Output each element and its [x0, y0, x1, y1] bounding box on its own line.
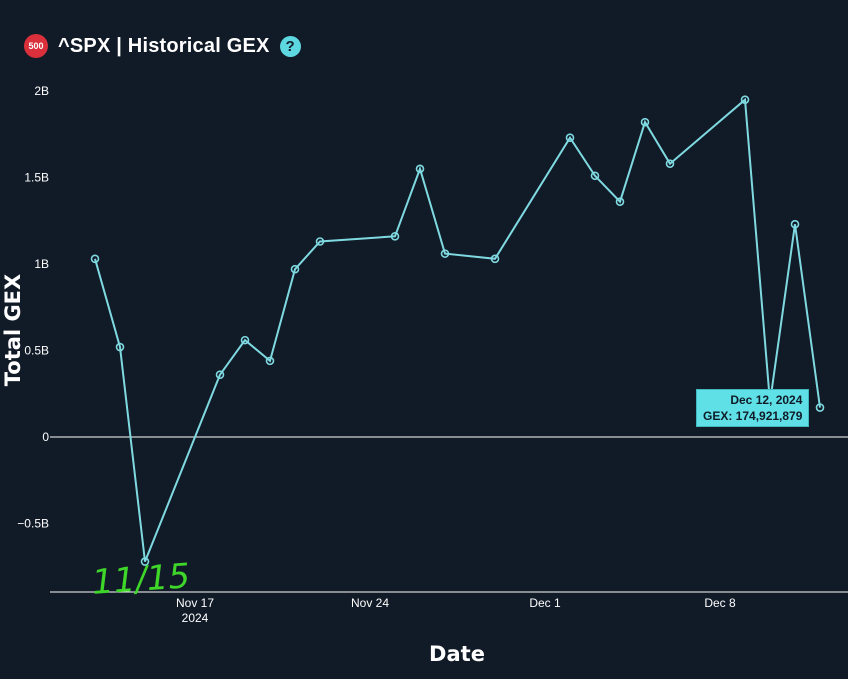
data-point[interactable] [265, 356, 275, 366]
grid-layer [50, 436, 848, 593]
sp500-badge-icon: 500 [24, 34, 48, 58]
data-point[interactable] [390, 232, 400, 241]
data-point[interactable] [90, 254, 100, 264]
y-tick-label: 0 [42, 430, 49, 444]
x-tick-label: Nov 17 [176, 596, 214, 610]
data-point[interactable] [440, 249, 450, 258]
x-tick-year-label: 2024 [182, 611, 209, 625]
x-axis-title: Date [429, 642, 485, 666]
x-tick-label: Dec 8 [704, 596, 736, 610]
chart-header: 500 ^SPX | Historical GEX ? [24, 32, 301, 60]
data-point[interactable] [815, 403, 825, 412]
data-point[interactable] [590, 171, 600, 181]
tooltip-value: GEX: 174,921,879 [703, 409, 803, 423]
help-icon[interactable]: ? [279, 35, 301, 57]
gex-points [90, 95, 825, 566]
y-tick-label: 2B [34, 84, 49, 98]
handwritten-annotation: 11/15 [91, 556, 192, 603]
data-point[interactable] [665, 159, 675, 168]
data-point[interactable] [790, 219, 800, 229]
data-point[interactable] [215, 370, 225, 380]
data-point[interactable] [490, 254, 500, 264]
data-point[interactable] [290, 264, 300, 274]
data-point[interactable] [115, 342, 125, 352]
y-tick-label: 1B [34, 257, 49, 271]
y-tick-label: −0.5B [17, 517, 49, 531]
data-point[interactable] [240, 335, 250, 345]
data-point[interactable] [615, 197, 625, 207]
data-point[interactable] [140, 557, 150, 566]
y-tick-label: 0.5B [24, 344, 49, 358]
y-axis-ticks: 2B 1.5B 1B 0.5B 0 −0.5B [17, 84, 49, 531]
data-point[interactable] [640, 117, 650, 127]
data-point[interactable] [740, 95, 750, 104]
chart-title: ^SPX | Historical GEX [58, 34, 270, 57]
gex-series-line [94, 97, 821, 562]
data-point[interactable] [565, 133, 575, 143]
tooltip-date: Dec 12, 2024 [730, 393, 803, 407]
x-tick-label: Nov 24 [351, 596, 389, 610]
hover-tooltip: Dec 12, 2024 GEX: 174,921,879 [696, 389, 810, 427]
x-tick-label: Dec 1 [529, 596, 561, 610]
data-point[interactable] [315, 237, 325, 246]
y-axis-title: Total GEX [1, 274, 25, 386]
y-tick-label: 1.5B [24, 171, 49, 185]
data-point[interactable] [415, 164, 425, 174]
